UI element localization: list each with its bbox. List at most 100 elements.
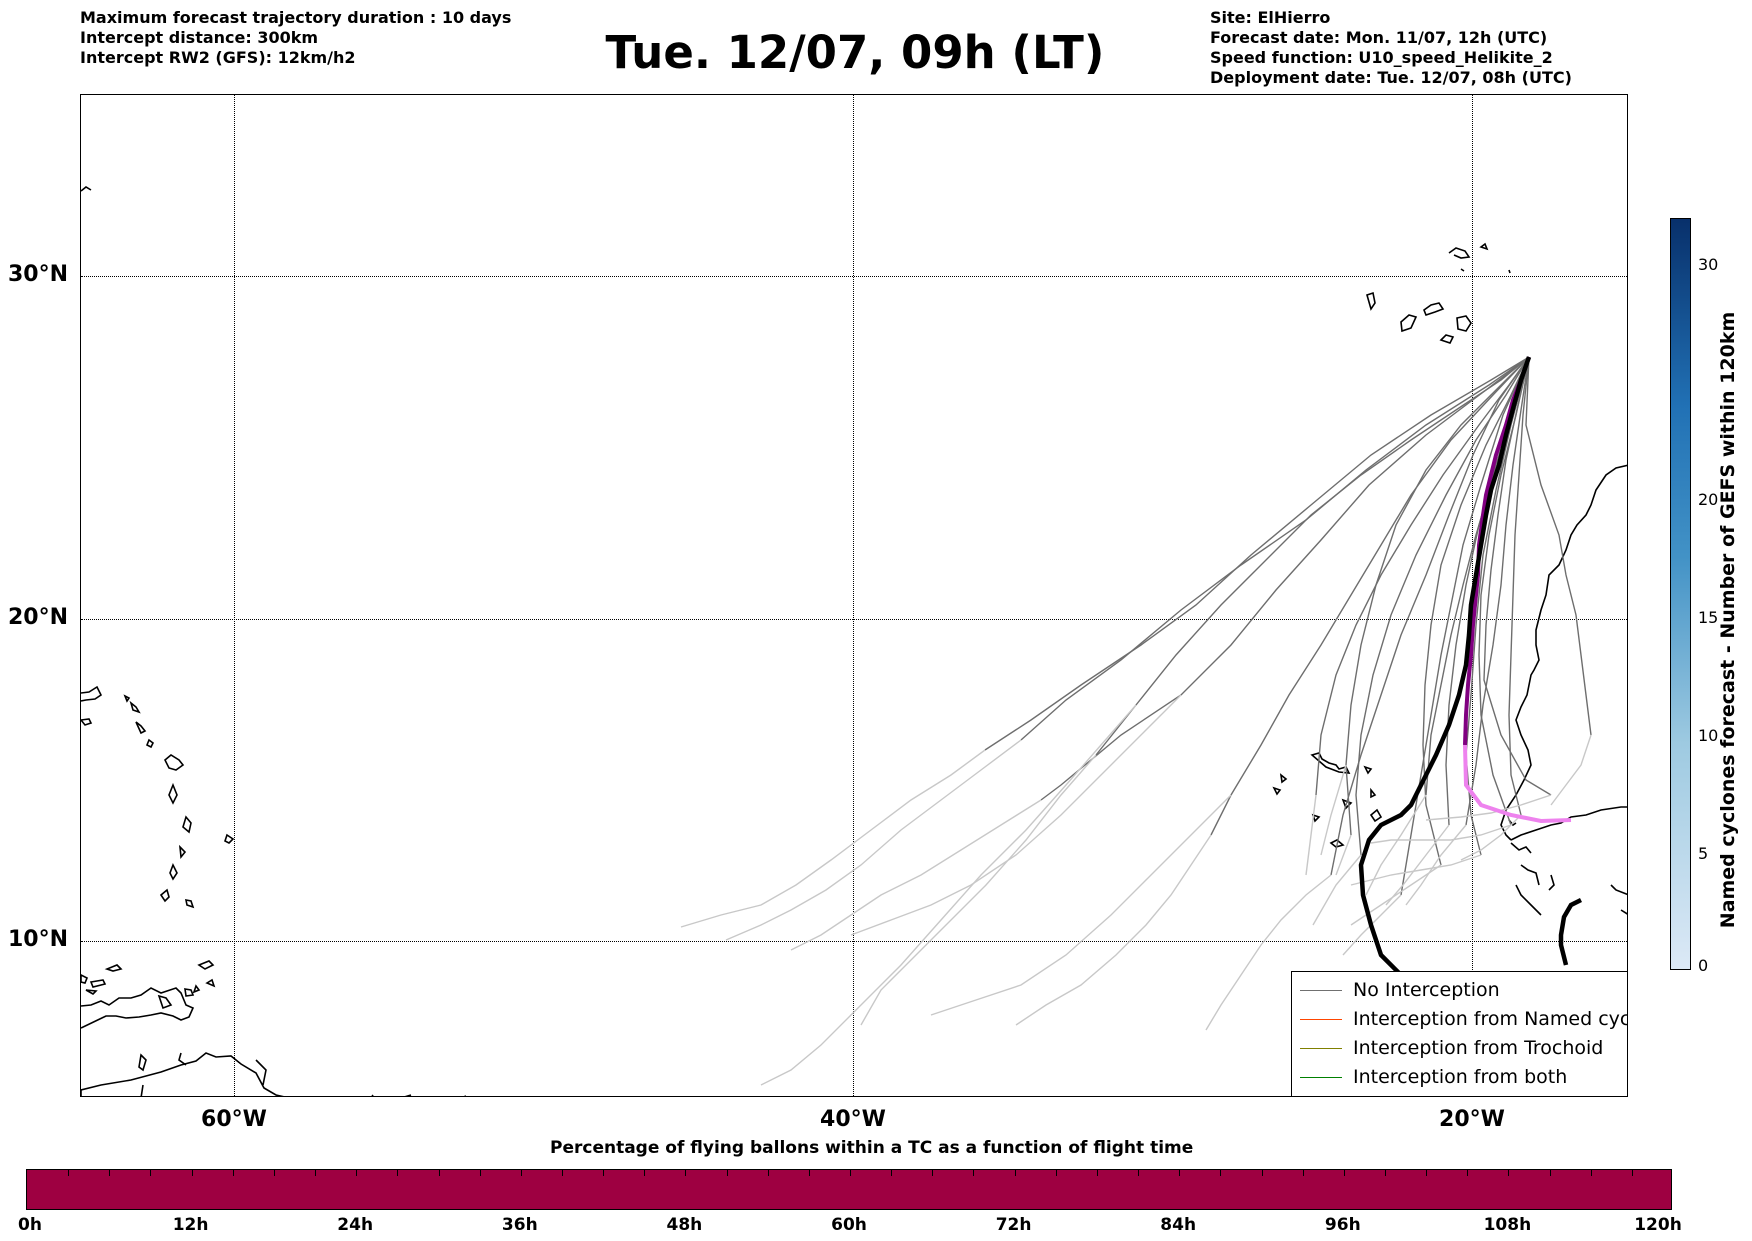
percentage-bar-minor-tick	[479, 1170, 481, 1176]
run-info: Maximum forecast trajectory duration : 1…	[80, 8, 511, 68]
cyclone-colorbar	[1670, 218, 1691, 970]
percentage-bar-minor-tick	[1220, 1170, 1222, 1176]
grid-line-30n	[81, 276, 1627, 277]
lat-label-20n: 20°N	[8, 605, 69, 630]
percentage-bar-tick-label: 108h	[1483, 1215, 1532, 1235]
colorbar-tick-30: 30	[1698, 255, 1719, 274]
map-layer	[81, 186, 1627, 1096]
colorbar-tick-20: 20	[1698, 490, 1719, 509]
percentage-bar-minor-tick	[1096, 1170, 1098, 1176]
percentage-bar-tick-label: 96h	[1324, 1215, 1361, 1235]
percentage-bar	[26, 1169, 1672, 1210]
colorbar-tick-5: 5	[1698, 844, 1709, 863]
percentage-bar-tick-label: 84h	[1160, 1215, 1197, 1235]
page-title: Tue. 12/07, 09h (LT)	[605, 26, 1105, 79]
legend-label: Interception from both	[1353, 1066, 1568, 1088]
percentage-bar-minor-tick	[1055, 1170, 1057, 1176]
hres-trajectory-late	[1463, 744, 1572, 824]
percentage-bar-minor-tick	[603, 1170, 605, 1176]
lat-label-30n: 30°N	[8, 262, 69, 287]
percentage-bar-tick-label: 60h	[831, 1215, 867, 1235]
legend-label: HRES	[1353, 1094, 1405, 1096]
percentage-bar-minor-tick	[438, 1170, 440, 1176]
lon-label-20w: 20°W	[1439, 1107, 1505, 1132]
percentage-bar-minor-tick	[1384, 1170, 1386, 1176]
percentage-bar-tick-label: 48h	[666, 1215, 703, 1235]
legend-item: No Interception	[1292, 976, 1627, 1005]
percentage-bar-minor-tick	[808, 1170, 810, 1176]
percentage-bar-minor-tick	[273, 1170, 275, 1176]
percentage-bar-minor-tick	[520, 1170, 522, 1176]
percentage-bar-minor-tick	[397, 1170, 399, 1176]
trajectory-map[interactable]: No Interception Interception from Named c…	[80, 94, 1628, 1097]
percentage-bar-minor-tick	[68, 1170, 70, 1176]
site-text: Site: ElHierro	[1210, 8, 1331, 27]
lon-label-40w: 40°W	[820, 1107, 886, 1132]
forecast-info: Site: ElHierro Forecast date: Mon. 11/07…	[1210, 8, 1572, 88]
percentage-bar-minor-tick	[1549, 1170, 1551, 1176]
percentage-bar-title: Percentage of flying ballons within a TC…	[550, 1138, 1194, 1158]
percentage-bar-minor-tick	[973, 1170, 975, 1176]
legend-line-swatch	[1300, 1019, 1342, 1020]
percentage-bar-minor-tick	[685, 1170, 687, 1176]
percentage-bar-minor-tick	[109, 1170, 111, 1176]
percentage-bar-minor-tick	[561, 1170, 563, 1176]
coastline	[81, 186, 1627, 1096]
analysis-trajectory-end	[1558, 897, 1583, 966]
legend-item: HRES	[1292, 1092, 1627, 1096]
percentage-bar-minor-tick	[1261, 1170, 1263, 1176]
percentage-bar-minor-tick	[1467, 1170, 1469, 1176]
lat-label-10n: 10°N	[8, 927, 69, 952]
legend-line-swatch	[1300, 1048, 1342, 1049]
colorbar-title: Named cyclones forecast - Number of GEFS…	[1717, 311, 1739, 929]
deployment-date-text: Deployment date: Tue. 12/07, 08h (UTC)	[1210, 68, 1572, 87]
percentage-bar-minor-tick	[1426, 1170, 1428, 1176]
max-duration-text: Maximum forecast trajectory duration : 1…	[80, 8, 512, 27]
percentage-bar-minor-tick	[726, 1170, 728, 1176]
grid-line-40w	[853, 95, 854, 1096]
percentage-bar-tick-label: 12h	[172, 1215, 209, 1235]
percentage-bar-minor-tick	[850, 1170, 851, 1176]
percentage-bar-minor-tick	[150, 1170, 152, 1176]
speed-function-text: Speed function: U10_speed_Helikite_2	[1210, 48, 1553, 67]
forecast-date-text: Forecast date: Mon. 11/07, 12h (UTC)	[1210, 28, 1548, 47]
percentage-bar-tick-label: 24h	[337, 1215, 374, 1235]
percentage-bar-minor-tick	[1631, 1170, 1633, 1176]
percentage-bar-minor-tick	[1014, 1170, 1016, 1176]
legend-label: No Interception	[1353, 979, 1500, 1001]
grid-line-10n	[81, 941, 1627, 942]
percentage-bar-minor-tick	[1343, 1170, 1345, 1176]
percentage-bar-minor-tick	[891, 1170, 893, 1176]
percentage-bar-minor-tick	[644, 1170, 646, 1176]
legend-item: Interception from both	[1292, 1063, 1627, 1092]
percentage-bar-minor-tick	[1508, 1170, 1510, 1176]
percentage-bar-tick-label: 0h	[18, 1215, 42, 1235]
percentage-bar-minor-tick	[315, 1170, 317, 1176]
ensemble-trajectories	[680, 356, 1592, 1086]
percentage-bar-minor-tick	[1590, 1170, 1592, 1176]
legend-item: Interception from Trochoid	[1292, 1034, 1627, 1063]
percentage-bar-minor-tick	[932, 1170, 934, 1176]
analysis-trajectory	[1358, 356, 1532, 1008]
colorbar-tick-10: 10	[1698, 726, 1719, 745]
percentage-bar-minor-tick	[1138, 1170, 1140, 1176]
grid-line-20n	[81, 619, 1627, 620]
legend-line-swatch	[1300, 1077, 1342, 1078]
legend-label: Interception from Trochoid	[1353, 1037, 1604, 1059]
percentage-bar-minor-tick	[232, 1170, 234, 1176]
legend-item: Interception from Named cyclone	[1292, 1005, 1628, 1034]
percentage-bar-minor-tick	[1179, 1170, 1181, 1176]
colorbar-tick-0: 0	[1698, 956, 1709, 975]
percentage-bar-tick-label: 72h	[995, 1215, 1032, 1235]
percentage-bar-minor-tick	[1302, 1170, 1304, 1176]
hres-trajectory	[1463, 356, 1531, 746]
intercept-distance-text: Intercept distance: 300km	[80, 28, 319, 47]
percentage-bar-minor-tick	[767, 1170, 769, 1176]
legend-label: Interception from Named cyclone	[1353, 1008, 1628, 1030]
percentage-bar-tick-label: 120h	[1634, 1215, 1682, 1235]
percentage-bar-tick-label: 36h	[501, 1215, 538, 1235]
grid-line-60w	[234, 95, 235, 1096]
map-legend: No Interception Interception from Named c…	[1291, 971, 1628, 1096]
intercept-rw2-text: Intercept RW2 (GFS): 12km/h2	[80, 48, 356, 67]
legend-line-swatch	[1300, 990, 1342, 991]
